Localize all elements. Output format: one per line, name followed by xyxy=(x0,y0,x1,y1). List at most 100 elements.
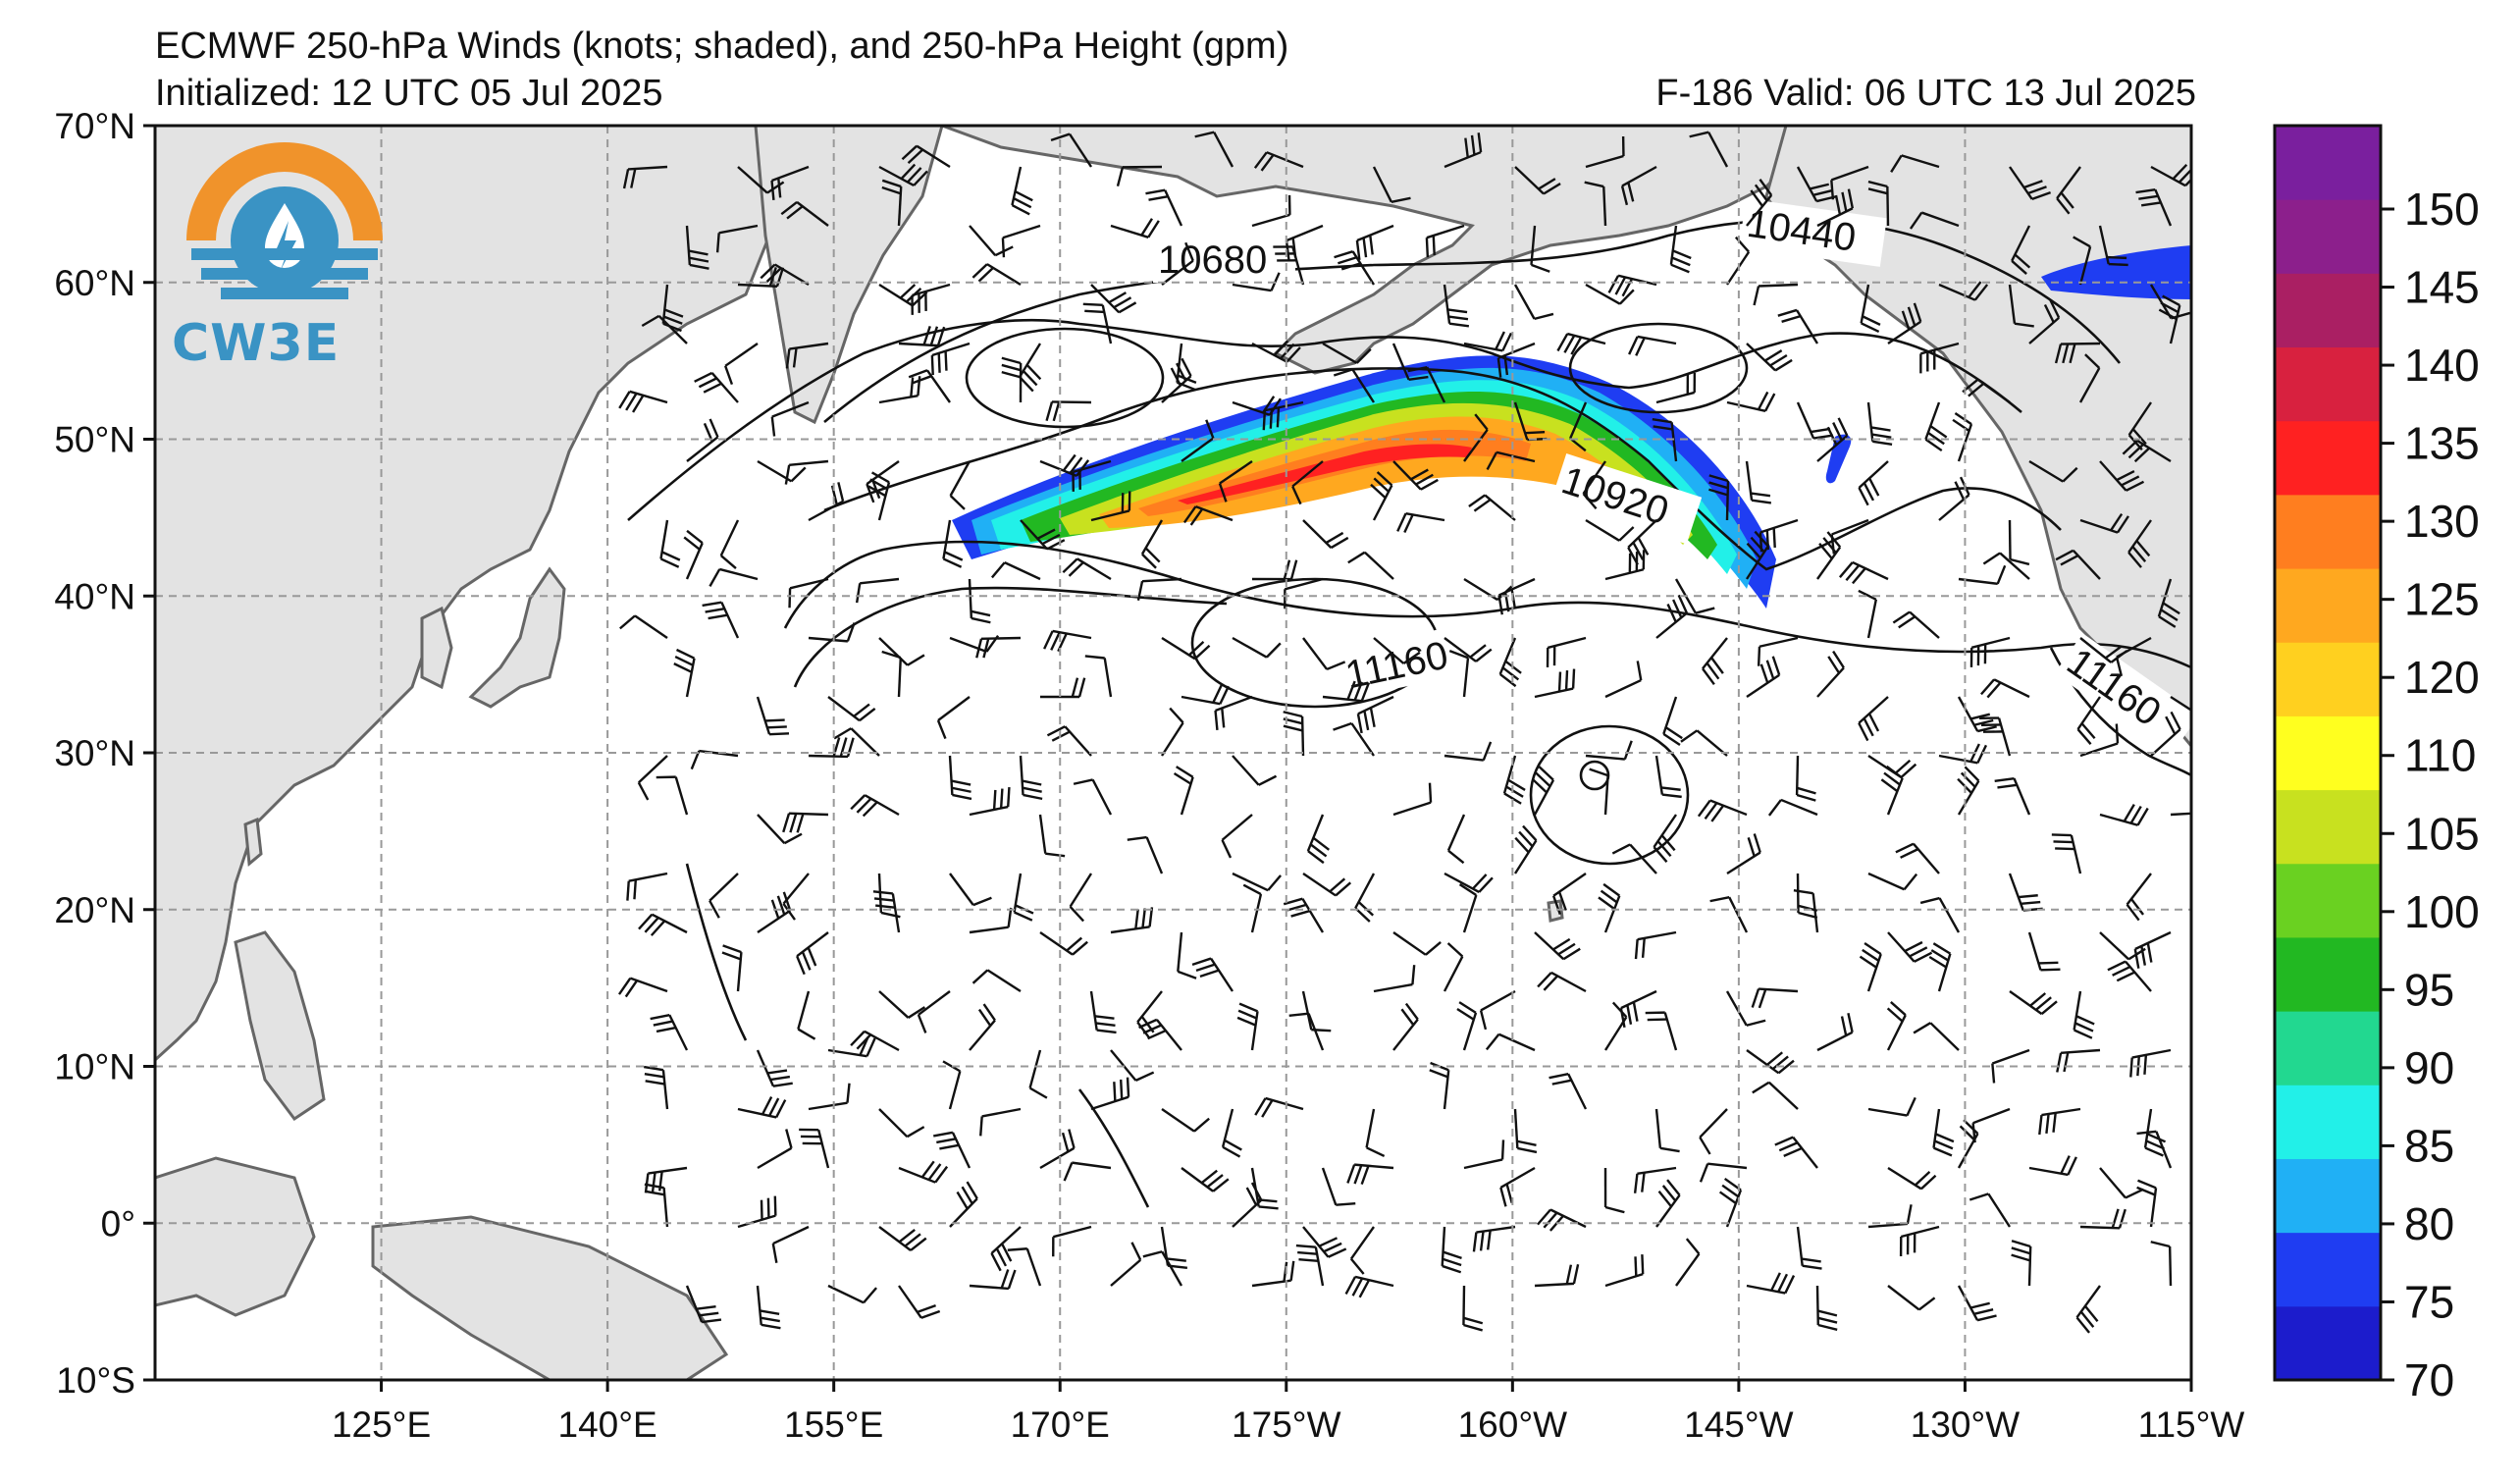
wind-barb xyxy=(757,814,803,845)
wind-barb xyxy=(756,696,790,736)
wind-barb xyxy=(1699,1162,1748,1183)
colorbar-segment xyxy=(2275,273,2381,348)
wind-barb xyxy=(1607,274,1657,297)
wind-barb xyxy=(1913,1022,1960,1051)
wind-barb xyxy=(1039,1129,1076,1170)
colorbar-label: 70 xyxy=(2404,1354,2454,1405)
wind-barb xyxy=(908,369,951,403)
wind-barb xyxy=(1585,135,1625,169)
wind-barb xyxy=(1444,132,1483,169)
wind-barb xyxy=(694,371,739,403)
wind-barb xyxy=(1867,1096,1916,1117)
wind-barb xyxy=(1349,1226,1375,1275)
wind-barb xyxy=(1589,768,1609,816)
wind-barb xyxy=(1890,154,1940,173)
wind-barb xyxy=(2122,439,2172,463)
wind-barb xyxy=(975,636,1022,659)
wind-barb xyxy=(683,529,704,580)
wind-barb xyxy=(619,614,668,639)
wind-barb xyxy=(2079,512,2129,534)
wind-barb xyxy=(788,577,829,609)
colorbar-label: 110 xyxy=(2404,730,2476,781)
wind-barb xyxy=(878,1108,925,1139)
wind-barb xyxy=(2143,1108,2167,1157)
wind-barb xyxy=(1089,990,1117,1034)
wind-barb xyxy=(1372,166,1411,203)
wind-barb xyxy=(827,696,876,722)
wind-barb xyxy=(1283,897,1325,933)
wind-barb xyxy=(1887,931,1933,963)
wind-barb xyxy=(1306,814,1331,865)
wind-barb xyxy=(1858,460,1889,506)
wind-barb xyxy=(827,1284,877,1304)
colorbar-label: 80 xyxy=(2404,1198,2454,1249)
wind-barb xyxy=(1753,283,1799,306)
wind-barb xyxy=(1746,1049,1795,1075)
colorbar-segment xyxy=(2275,494,2381,569)
lat-label: 10°N xyxy=(54,1047,135,1087)
wind-barb xyxy=(1173,766,1194,816)
wind-barb xyxy=(2126,873,2152,922)
wind-barb xyxy=(685,225,709,270)
lon-label: 140°E xyxy=(558,1404,657,1445)
wind-barb xyxy=(808,622,856,643)
logo-sun-arc xyxy=(186,142,383,240)
wind-barb xyxy=(2073,236,2092,286)
lat-label: 0° xyxy=(101,1203,135,1244)
wind-barb xyxy=(2011,1240,2032,1287)
wind-barb xyxy=(1251,340,1301,363)
wind-barb xyxy=(757,459,807,483)
wind-barb xyxy=(1444,741,1493,762)
wind-barb xyxy=(1142,1250,1183,1287)
wind-barb xyxy=(855,577,900,604)
wind-barb xyxy=(969,1003,996,1051)
wind-barb xyxy=(1654,1108,1680,1153)
logo-text: CW3E xyxy=(172,314,341,373)
wind-barb xyxy=(1858,589,1877,639)
wind-barb xyxy=(756,1049,793,1087)
wind-barb xyxy=(1838,560,1889,585)
wind-barb xyxy=(872,890,901,933)
wind-barb xyxy=(1191,957,1234,992)
wind-barb xyxy=(1448,650,1470,698)
wind-barb xyxy=(1116,165,1163,187)
wind-barb xyxy=(780,200,829,227)
colorbar-label: 105 xyxy=(2404,808,2480,859)
wind-barb xyxy=(1830,165,1869,200)
wind-barb xyxy=(1333,721,1375,757)
wind-barb xyxy=(2136,1130,2173,1169)
wind-barb xyxy=(1302,1226,1347,1258)
wind-barb xyxy=(1680,729,1728,757)
wind-barb xyxy=(1745,460,1772,504)
wind-barb xyxy=(1334,250,1376,286)
wind-barb xyxy=(949,873,992,907)
wind-barb xyxy=(1347,551,1394,580)
wind-barb xyxy=(1321,1167,1356,1206)
wind-barb xyxy=(1145,188,1183,227)
wind-barb xyxy=(1136,577,1182,601)
wind-barb xyxy=(1090,491,1131,522)
wind-barb xyxy=(1919,342,1960,374)
wind-barb xyxy=(901,144,951,169)
wind-barb xyxy=(1396,511,1445,534)
wind-barb xyxy=(1011,166,1033,216)
wind-barb xyxy=(1444,872,1494,893)
wind-barb xyxy=(1181,419,1215,462)
wind-barb xyxy=(1816,417,1849,462)
wind-barb xyxy=(878,1226,927,1251)
wind-barb xyxy=(715,224,759,253)
colorbar-segment xyxy=(2275,568,2381,643)
wind-barb xyxy=(1655,372,1697,404)
wind-barb xyxy=(1001,224,1041,258)
wind-barb xyxy=(1161,241,1194,286)
wind-barb xyxy=(1633,1166,1677,1193)
colorbar-segment xyxy=(2275,1305,2381,1381)
wind-barb xyxy=(1001,356,1023,403)
wind-barb xyxy=(1611,843,1657,874)
wind-barb xyxy=(917,990,951,1033)
colorbar-label: 135 xyxy=(2404,418,2480,469)
wind-barb xyxy=(942,519,964,568)
wind-barb xyxy=(1472,1225,1516,1252)
wind-barb xyxy=(1653,814,1677,863)
wind-barb xyxy=(1726,833,1761,875)
